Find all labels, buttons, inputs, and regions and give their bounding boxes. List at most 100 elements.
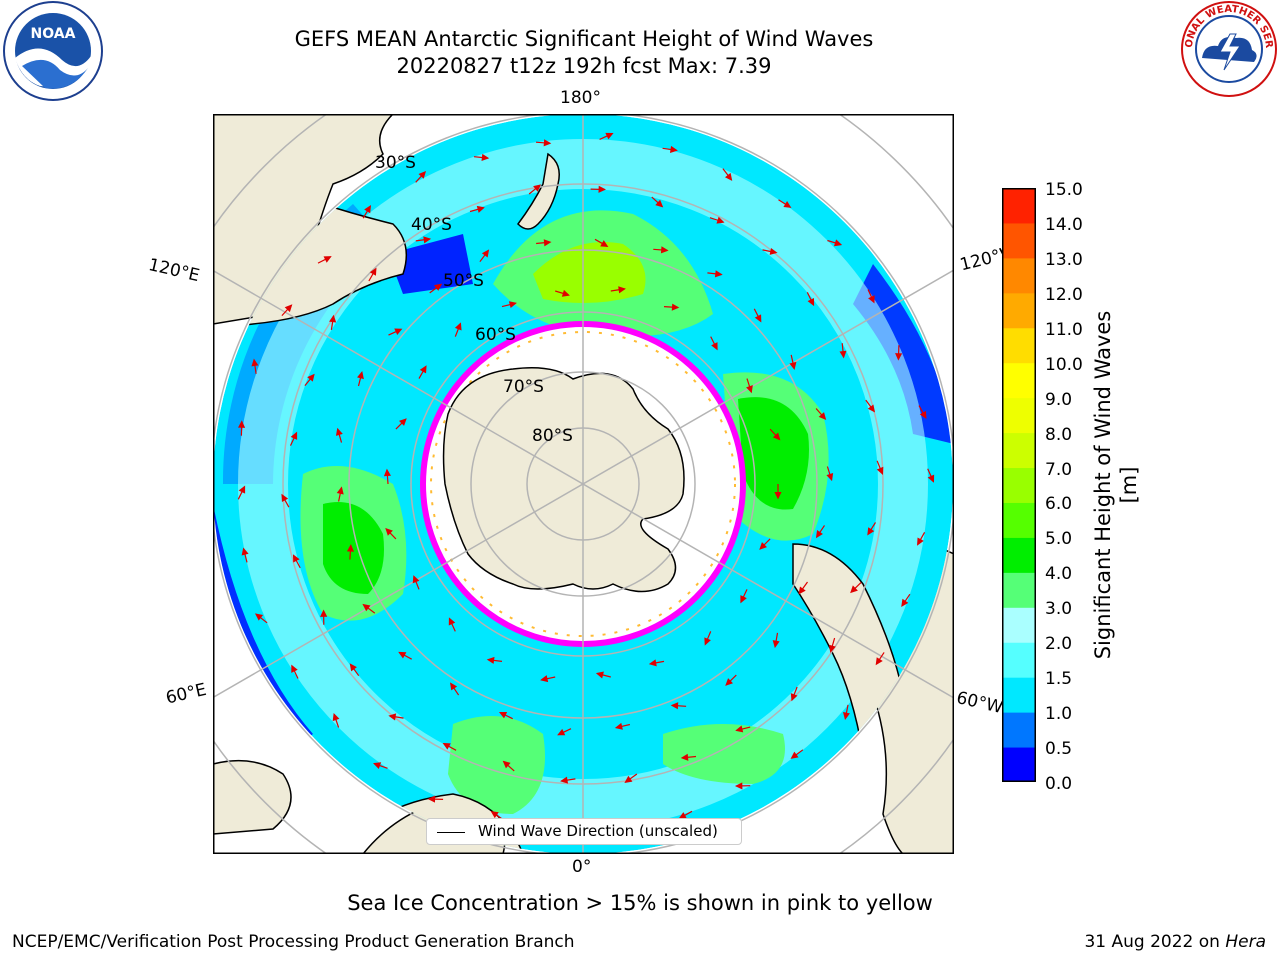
colorbar-segment [1002, 222, 1036, 259]
graticule [213, 114, 954, 854]
wave-arrow-head [807, 297, 815, 307]
wave-arrow-head [678, 812, 687, 819]
wave-arrow-head [508, 301, 517, 309]
wave-arrow-head [373, 762, 382, 770]
footer-date-text: 31 Aug 2022 on [1084, 932, 1226, 952]
sea-ice-note: Sea Ice Concentration > 15% is shown in … [347, 891, 933, 915]
colorbar-segment [1002, 537, 1036, 573]
colorbar-label: Significant Height of Wind Waves [m] [1091, 310, 1141, 660]
colorbar-tick-label: 5.0 [1045, 529, 1073, 550]
wave-arrow-head [419, 365, 427, 374]
colorbar-tick-label: 1.5 [1045, 669, 1073, 690]
colorbar-tick-label: 3.0 [1045, 599, 1073, 620]
lon-label-120e: 120°E [146, 255, 202, 287]
wave-arrow-head [790, 751, 799, 759]
ocean-zone-high-se [663, 724, 785, 784]
noaa-logo: NOAA [3, 1, 103, 101]
colorbar-tick-label: 1.0 [1045, 704, 1073, 725]
legend-label: Wind Wave Direction (unscaled) [478, 822, 718, 840]
wave-arrow-head [598, 185, 606, 193]
colorbar-segment [1002, 712, 1036, 748]
wave-arrow-head [385, 527, 393, 536]
wave-arrow-head [427, 795, 436, 803]
colorbar-tick-label: 15.0 [1045, 180, 1083, 200]
wave-arrow-head [600, 240, 609, 247]
wave-arrow-head [291, 664, 298, 673]
wave-arrow-head [670, 702, 679, 710]
polar-map: 30°S 40°S 50°S 60°S 70°S 80°S [213, 114, 954, 854]
wave-arrow-head [875, 657, 883, 666]
wave-arrow-head [595, 671, 604, 679]
colorbar-segment [1002, 502, 1036, 538]
colorbar-segment [1002, 257, 1036, 294]
wave-arrow-head [448, 617, 456, 626]
lon-label-60w: 60°W [954, 688, 1005, 719]
wave-arrow-head [357, 371, 364, 380]
wave-direction-arrows [237, 132, 935, 835]
colorbar-segment [1002, 397, 1036, 434]
wave-arrow-head [398, 651, 407, 659]
colorbar-tick-label: 8.0 [1045, 424, 1073, 445]
wave-arrow-head [561, 289, 570, 297]
colorbar-segment [1002, 467, 1036, 503]
colorbar-tick-label: 12.0 [1045, 284, 1083, 305]
wave-arrow-head [868, 295, 875, 304]
colorbar-segment [1002, 188, 1036, 224]
wave-arrow-head [307, 373, 315, 382]
wave-arrow-head [336, 486, 344, 495]
wave-arrow-head [789, 361, 797, 370]
wave-arrow-head [815, 530, 823, 539]
wave-arrow-head [818, 412, 827, 421]
wave-arrow-head [418, 170, 427, 179]
wave-arrow-head [362, 603, 371, 612]
wave-arrow-head [560, 776, 569, 784]
colorbar-segment [1002, 607, 1036, 643]
wave-arrow-head [798, 586, 806, 595]
wave-arrow-head [502, 760, 511, 769]
wave-arrow-head [346, 544, 355, 552]
ocean-zone-max-pacific [533, 242, 646, 303]
wave-arrow-head [790, 693, 798, 702]
wave-arrow-head [783, 200, 792, 208]
wave-arrow-head [292, 554, 300, 563]
footer-host: Hera [1225, 932, 1266, 952]
colorbar-tick-label: 14.0 [1045, 214, 1083, 235]
wave-arrow-head [735, 725, 744, 733]
wave-arrow-head [238, 485, 246, 494]
footer-credit: NCEP/EMC/Verification Post Processing Pr… [12, 932, 575, 952]
wave-arrow-head [919, 410, 927, 420]
wave-arrow-head [281, 493, 289, 502]
wave-arrow-head [714, 270, 723, 278]
wave-arrow-head [241, 547, 249, 556]
wave-arrow-head [754, 314, 762, 323]
wave-arrow-head [895, 353, 903, 361]
wave-arrow-head [901, 598, 909, 607]
wave-arrow-head [481, 249, 490, 258]
wave-arrow-head [543, 239, 552, 247]
svg-text:NOAA: NOAA [31, 26, 76, 42]
wave-arrow-head [724, 172, 733, 181]
colorbar-tick-label: 0.0 [1045, 774, 1073, 794]
wave-arrow-head [614, 722, 623, 730]
wave-arrow-head [669, 145, 678, 153]
colorbar-segment [1002, 362, 1036, 399]
wave-arrow-head [540, 675, 549, 683]
ocean-zone-calm-n [388, 234, 473, 294]
wave-arrow-head [284, 304, 293, 313]
lon-label-180: 180° [560, 88, 601, 108]
antarctica [442, 367, 685, 593]
wave-arrow-head [759, 542, 767, 550]
wave-arrow-head [648, 659, 657, 667]
wave-arrow-head [716, 216, 725, 224]
ocean-zone-high-south [448, 716, 545, 814]
lat-label-70s: 70°S [503, 377, 544, 397]
wave-arrow-head [746, 385, 753, 394]
wave-arrow-head [774, 492, 782, 500]
colorbar-tick-label: 11.0 [1045, 319, 1083, 340]
wave-arrow-head [533, 184, 542, 192]
colorbar-segment [1002, 747, 1036, 782]
wave-arrow-head [740, 595, 747, 604]
wave-arrow-head [557, 728, 566, 736]
wave-arrow-head [450, 682, 458, 691]
colorbar-tick-label: 10.0 [1045, 354, 1083, 375]
